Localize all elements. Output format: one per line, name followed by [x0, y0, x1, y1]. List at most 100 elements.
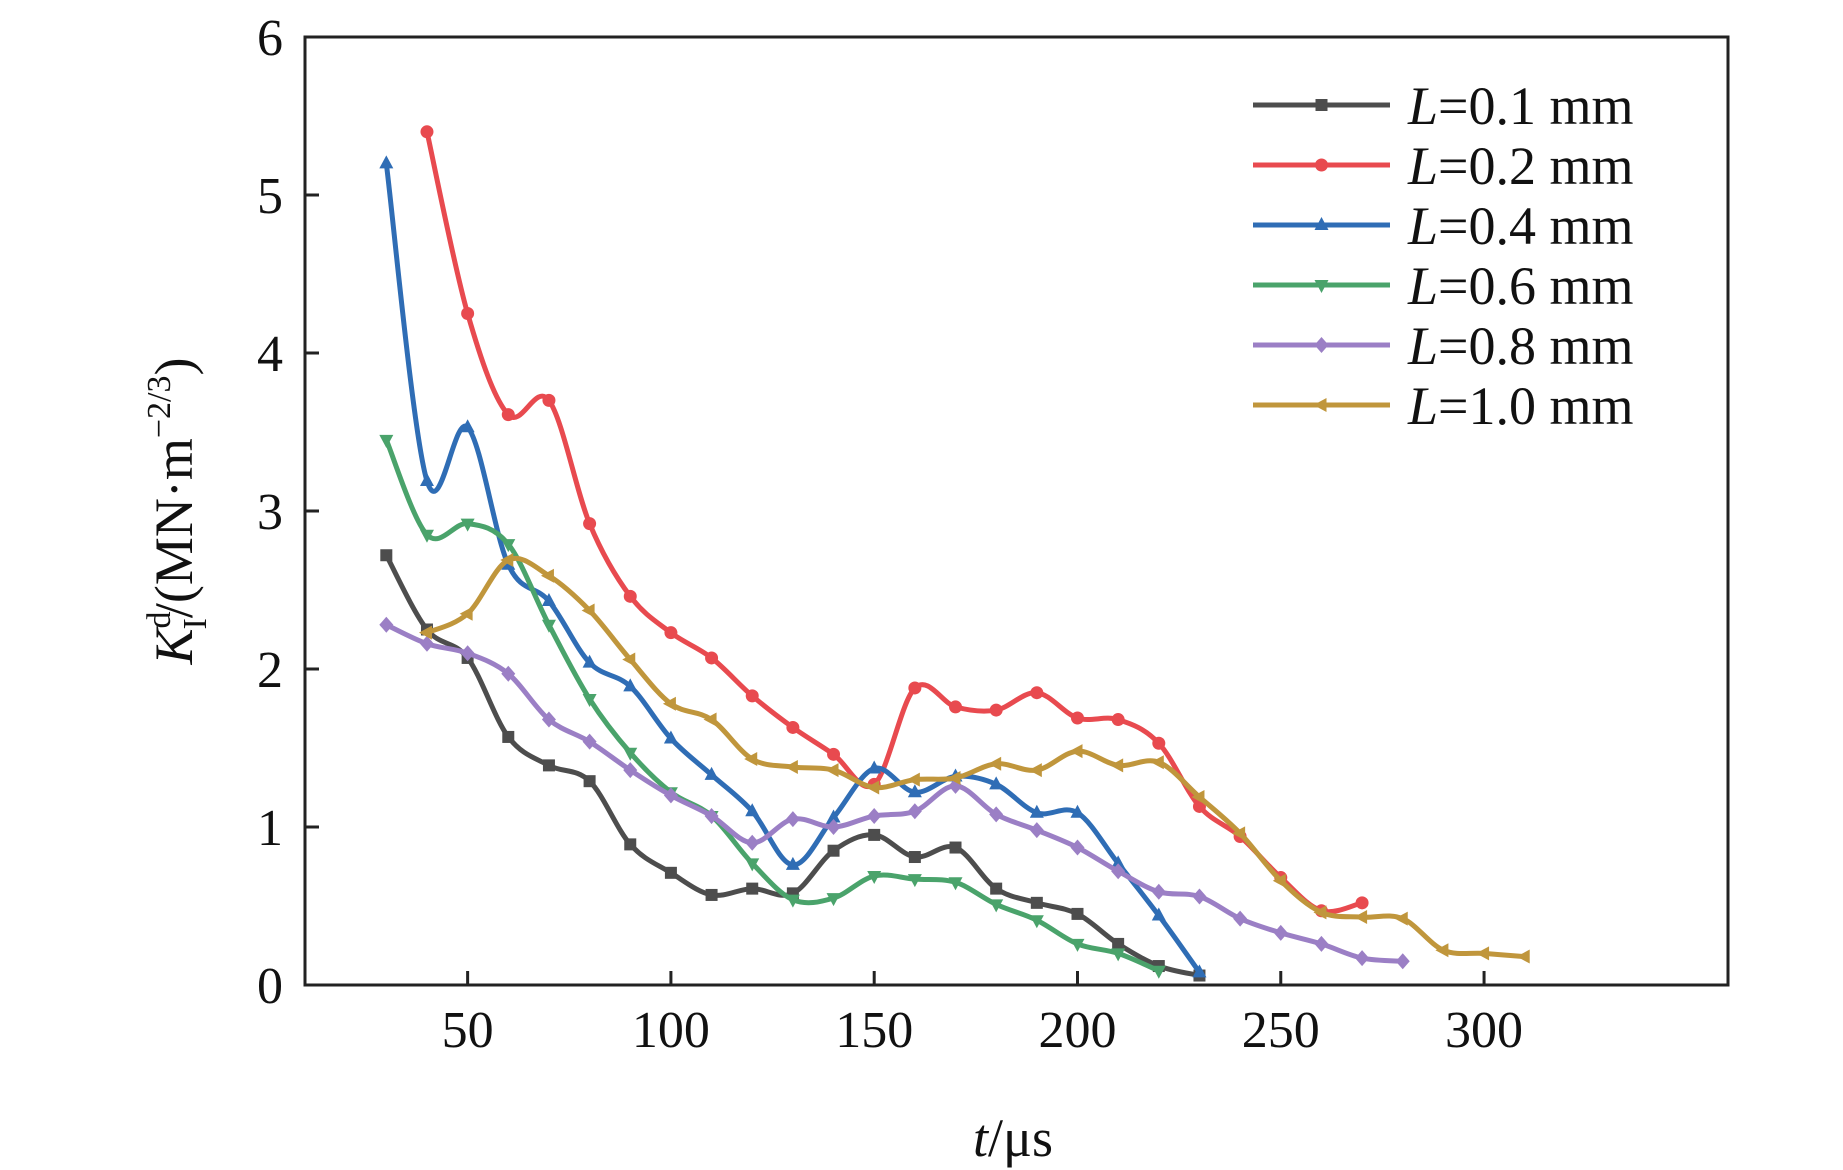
legend-item-6: L=1.0 mm: [1253, 376, 1634, 436]
series-5-point-20: [1151, 883, 1166, 900]
series-3-point-18: [1070, 804, 1085, 818]
series-1-point-19: [1112, 937, 1125, 950]
series-6-point-18: [1110, 758, 1124, 773]
axis-ticks: [305, 35, 1486, 987]
series-5-point-13: [867, 807, 882, 824]
x-axis-title: t/μs: [973, 1108, 1053, 1168]
series-3-point-3: [460, 419, 475, 433]
series-3-point-11: [785, 856, 800, 870]
series-3-point-10: [745, 803, 760, 817]
series-6-point-23: [1313, 905, 1327, 920]
series-5-point-10: [745, 834, 760, 851]
series-6-point-4: [540, 568, 554, 583]
series-3: [379, 155, 1207, 978]
series-5-point-2: [419, 635, 434, 652]
series-3-point-1: [379, 155, 394, 169]
series-5-point-21: [1192, 888, 1207, 905]
series-6-point-19: [1150, 755, 1164, 770]
series-5-point-16: [989, 806, 1004, 823]
legend-marker-3: [1314, 217, 1329, 230]
y-tick-label-2: 2: [257, 642, 283, 699]
series-3-point-13: [867, 760, 882, 774]
series-6-point-3: [500, 552, 514, 567]
series-1-point-15: [949, 841, 962, 854]
series-2-point-9: [745, 689, 759, 703]
series-2-point-24: [1355, 896, 1369, 910]
series-6-point-7: [662, 696, 676, 711]
series-3-point-6: [582, 654, 597, 668]
series-3-point-2: [419, 472, 434, 486]
series-2: [420, 125, 1369, 918]
series-2-point-3: [501, 408, 515, 422]
series-4-point-7: [623, 747, 638, 761]
series-5-point-9: [704, 807, 719, 824]
series-4-point-15: [948, 877, 963, 891]
series-3-point-7: [623, 678, 638, 692]
series-6-point-2: [459, 606, 473, 621]
series-6-point-6: [622, 652, 636, 667]
series-5-point-17: [1029, 822, 1044, 839]
series-2-point-16: [1030, 686, 1044, 700]
series-3-point-16: [989, 776, 1004, 790]
series-6-point-22: [1272, 873, 1286, 888]
series-2-point-13: [908, 681, 922, 695]
series-line-5: [383, 622, 1406, 964]
series-5-point-8: [663, 787, 678, 804]
legend-label-4: L=0.6 mm: [1407, 256, 1634, 316]
series-4-point-12: [826, 893, 841, 907]
series-2-point-5: [583, 517, 597, 531]
legend-marker-6: [1313, 398, 1327, 412]
series-5-point-3: [460, 645, 475, 662]
series-5: [379, 616, 1410, 970]
series-5-point-26: [1395, 953, 1410, 970]
y-axis-title: KdI/(MN·m−2/3): [141, 358, 214, 666]
series-2-point-4: [542, 393, 556, 407]
axis-tick-labels: 50 100 150 200 250 300 0 1 2 3 4 5 6: [257, 10, 1523, 1059]
series-4-point-16: [989, 899, 1004, 913]
series-4-point-13: [867, 870, 882, 884]
legend-marker-4: [1314, 280, 1329, 293]
series-1-point-12: [827, 844, 840, 857]
legend-item-3: L=0.4 mm: [1253, 196, 1634, 256]
legend-label-5: L=0.8 mm: [1407, 316, 1634, 376]
y-tick-label-1: 1: [257, 800, 283, 857]
series-6-point-17: [1069, 744, 1083, 759]
series-5-point-6: [582, 733, 597, 750]
series-4-point-2: [419, 529, 434, 543]
series-5-point-5: [541, 711, 556, 728]
series-4-point-4: [501, 539, 516, 553]
series-4-point-17: [1029, 915, 1044, 929]
series-6-point-1: [418, 625, 432, 640]
series-3-point-8: [663, 730, 678, 744]
series-2-point-7: [664, 626, 678, 640]
legend-marker-2: [1315, 158, 1328, 172]
series-1-point-10: [746, 882, 759, 895]
legend-item-4: L=0.6 mm: [1253, 256, 1634, 316]
series-3-point-20: [1151, 907, 1166, 921]
series-4-point-18: [1070, 938, 1085, 952]
legend-item-2: L=0.2 mm: [1253, 136, 1634, 196]
series-2-point-2: [461, 307, 475, 320]
series-6-point-9: [744, 752, 758, 767]
series-1-point-7: [624, 838, 637, 851]
series-3-point-19: [1111, 855, 1126, 869]
legend: L=0.1 mmL=0.2 mmL=0.4 mmL=0.6 mmL=0.8 mm…: [1253, 76, 1634, 436]
series-4-point-6: [582, 694, 597, 708]
y-tick-label-6: 6: [257, 10, 283, 67]
series-1-point-5: [542, 759, 555, 772]
y-tick-label-3: 3: [257, 484, 283, 541]
legend-marker-5: [1314, 337, 1329, 353]
series-6-point-5: [581, 603, 595, 618]
legend-marker-1: [1315, 99, 1328, 111]
series-1-point-9: [705, 888, 718, 901]
series-3-point-9: [704, 766, 719, 780]
series-1-point-18: [1071, 907, 1084, 920]
series-layer: [379, 125, 1530, 982]
series-6-point-14: [947, 771, 961, 786]
y-tick-label-4: 4: [257, 326, 283, 383]
series-5-point-18: [1070, 839, 1085, 856]
legend-label-6: L=1.0 mm: [1407, 376, 1634, 436]
series-4: [379, 434, 1166, 979]
series-5-point-11: [785, 811, 800, 828]
series-2-point-20: [1192, 799, 1206, 813]
